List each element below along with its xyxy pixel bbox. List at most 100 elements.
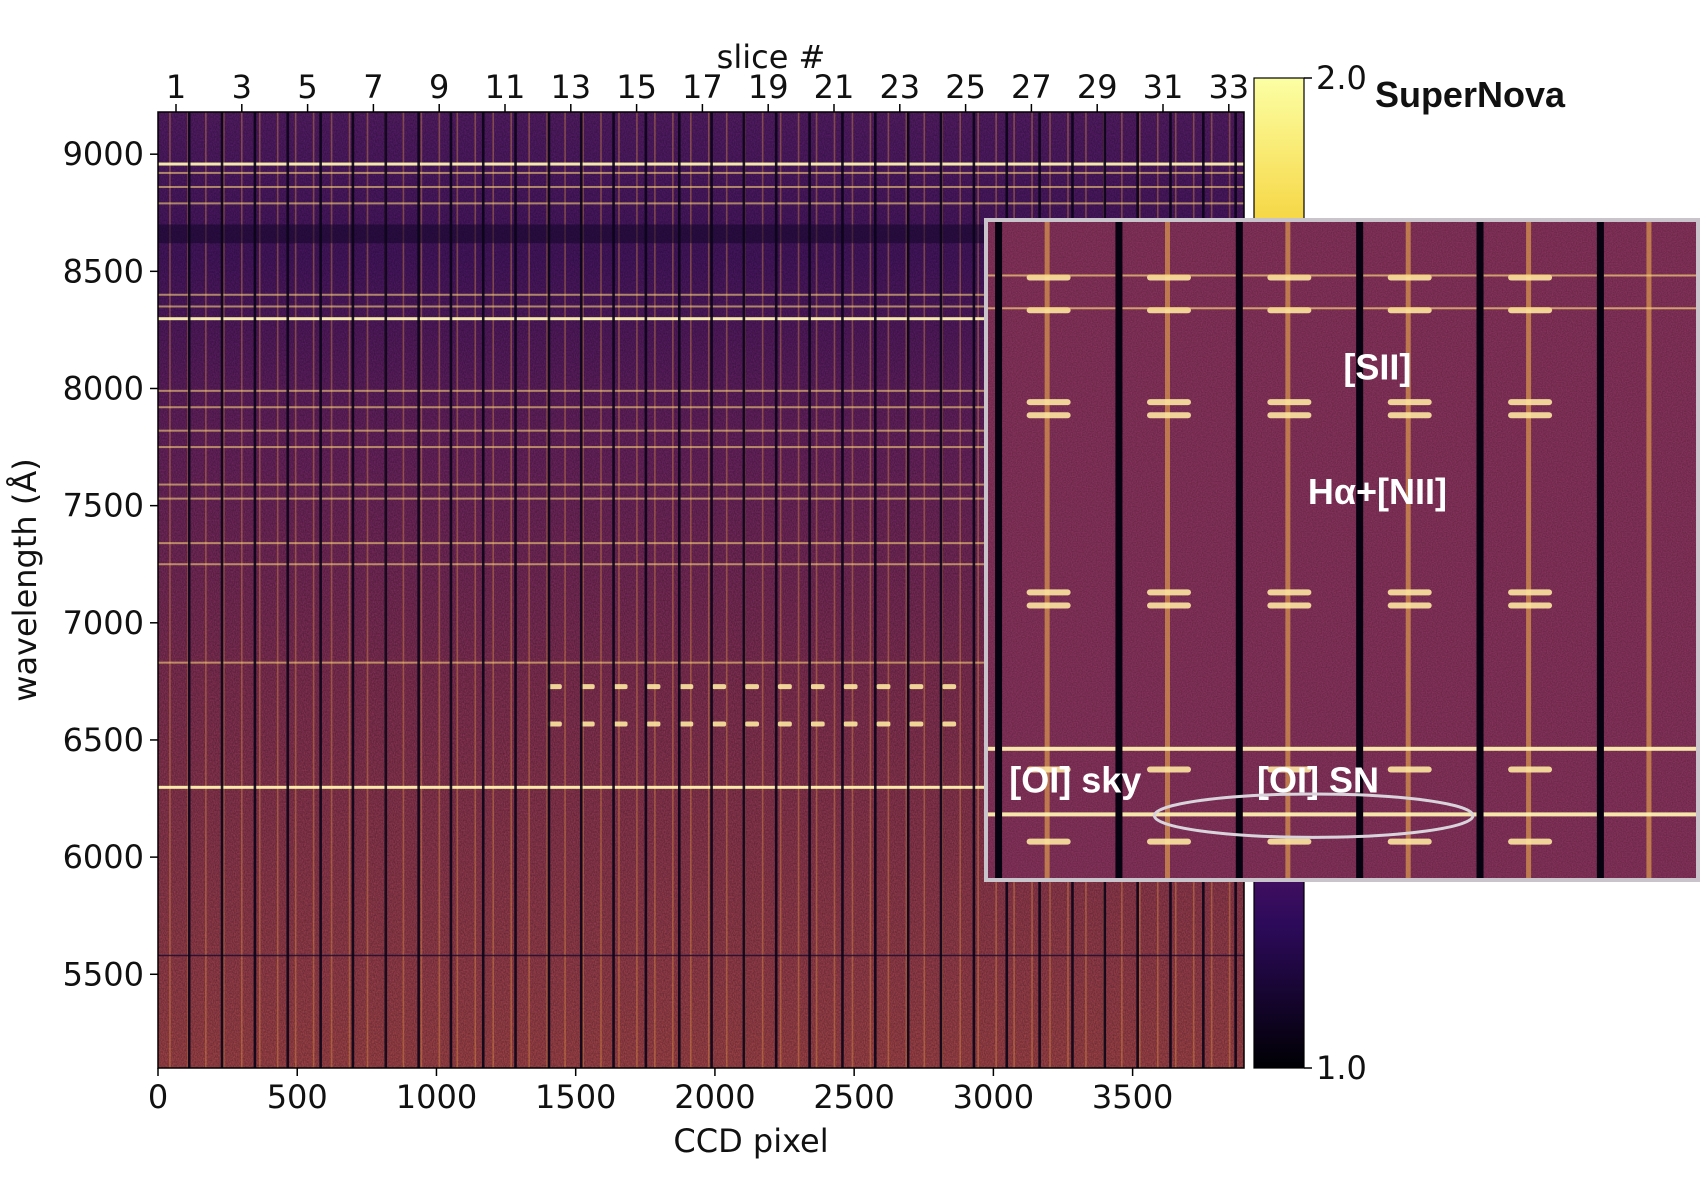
slice-gap — [612, 112, 615, 1068]
slice-tick-label: 27 — [1011, 68, 1052, 106]
continuum-trace — [402, 112, 405, 1068]
inset-emission-blob — [1026, 838, 1071, 845]
sky-line — [158, 202, 1244, 205]
inset-sky-line — [988, 746, 1696, 751]
annotation-sii: [SII] — [1343, 346, 1411, 387]
continuum-trace — [600, 112, 602, 1068]
slice-gap — [187, 112, 191, 1068]
continuum-trace — [797, 112, 800, 1068]
slice-tick-label: 1 — [166, 68, 186, 106]
continuum-trace — [240, 112, 243, 1068]
sn-emission-blob — [843, 684, 858, 690]
inset-emission-blob — [1508, 589, 1553, 596]
continuum-trace — [546, 112, 548, 1068]
sky-line — [158, 171, 1244, 174]
slice-tick-label: 7 — [363, 68, 383, 106]
inset-emission-blob — [1508, 602, 1553, 609]
slice-gap — [710, 112, 713, 1068]
slice-gap — [874, 112, 877, 1068]
slice-gap — [547, 112, 551, 1068]
slice-gap — [742, 112, 746, 1068]
continuum-trace — [564, 112, 566, 1068]
sky-line — [158, 317, 1244, 321]
slice-gap — [514, 112, 517, 1068]
continuum-trace — [205, 112, 207, 1068]
slice-gap — [351, 112, 355, 1068]
continuum-trace — [690, 112, 692, 1068]
inset-emission-blob — [1387, 766, 1432, 773]
inset-emission-blob — [1147, 838, 1191, 845]
slice-gap — [677, 112, 681, 1068]
sn-emission-blob — [646, 721, 661, 727]
continuum-trace — [312, 112, 315, 1068]
sky-line — [158, 305, 1244, 308]
sn-emission-blob — [679, 721, 694, 727]
continuum-trace — [761, 112, 764, 1068]
inset-emission-blob — [1267, 602, 1312, 609]
sky-line — [158, 483, 1244, 486]
inset-emission-blob — [1026, 412, 1071, 419]
inset-emission-blob — [1026, 399, 1071, 406]
continuum-trace — [833, 112, 836, 1068]
sky-line — [158, 162, 1244, 166]
sky-line — [158, 563, 1244, 566]
inset-emission-blob — [1026, 602, 1071, 609]
inset-emission-blob — [1508, 399, 1553, 406]
telluric-absorption-band — [158, 224, 1244, 244]
slice-tick-label: 15 — [616, 68, 657, 106]
continuum-trace — [330, 112, 333, 1068]
continuum-trace — [869, 112, 872, 1068]
inset-sky-line — [988, 812, 1696, 817]
inset-continuum-trace — [1405, 222, 1411, 878]
continuum-trace — [294, 112, 297, 1068]
sn-emission-blob — [613, 721, 628, 727]
slice-gap — [939, 112, 943, 1068]
sn-emission-blob — [613, 684, 628, 690]
inset-emission-blob — [1387, 589, 1432, 596]
figure-title: SuperNova — [1374, 74, 1565, 115]
sky-line — [158, 293, 1244, 296]
slice-tick-label: 21 — [814, 68, 855, 106]
x-tick-label: 1500 — [535, 1078, 616, 1116]
continuum-trace — [169, 112, 171, 1068]
y-tick-label: 9000 — [63, 135, 144, 173]
continuum-trace — [618, 112, 620, 1068]
sn-emission-blob — [777, 684, 792, 690]
slice-tick-label: 5 — [297, 68, 317, 106]
continuum-trace — [528, 112, 530, 1068]
slice-gap — [481, 112, 485, 1068]
y-tick-label: 6500 — [63, 721, 144, 759]
slice-tick-label: 11 — [485, 68, 526, 106]
sn-emission-blob — [942, 721, 957, 727]
sn-emission-blob — [843, 721, 858, 727]
inset-emission-blob — [1147, 589, 1191, 596]
continuum-trace — [582, 112, 584, 1068]
inset-emission-blob — [1026, 766, 1071, 773]
continuum-trace — [438, 112, 441, 1068]
inset-emission-blob — [1267, 838, 1312, 845]
sky-line — [158, 429, 1244, 432]
continuum-trace — [636, 112, 638, 1068]
continuum-trace — [779, 112, 782, 1068]
slice-tick-label: 23 — [879, 68, 920, 106]
sn-emission-blob — [909, 684, 924, 690]
inset-faint-line — [988, 274, 1696, 277]
slice-tick-label: 3 — [232, 68, 252, 106]
inset-faint-line — [988, 307, 1696, 310]
slice-gap — [220, 112, 224, 1068]
inset-dark-column — [1235, 222, 1243, 878]
continuum-trace — [977, 112, 979, 1068]
slice-gap — [972, 112, 976, 1068]
slice-gap — [449, 112, 453, 1068]
sky-line — [158, 661, 1244, 664]
sn-emission-blob — [744, 721, 759, 727]
continuum-trace — [905, 112, 908, 1068]
continuum-trace — [923, 112, 926, 1068]
sn-emission-blob — [712, 721, 727, 727]
sky-line — [158, 542, 1244, 545]
continuum-trace — [348, 112, 351, 1068]
inset-emission-blob — [1267, 399, 1312, 406]
inset-zoom-panel: [SII]Hα+[NII][OI] sky [OI] SN — [984, 218, 1700, 882]
sn-emission-blob — [679, 684, 694, 690]
